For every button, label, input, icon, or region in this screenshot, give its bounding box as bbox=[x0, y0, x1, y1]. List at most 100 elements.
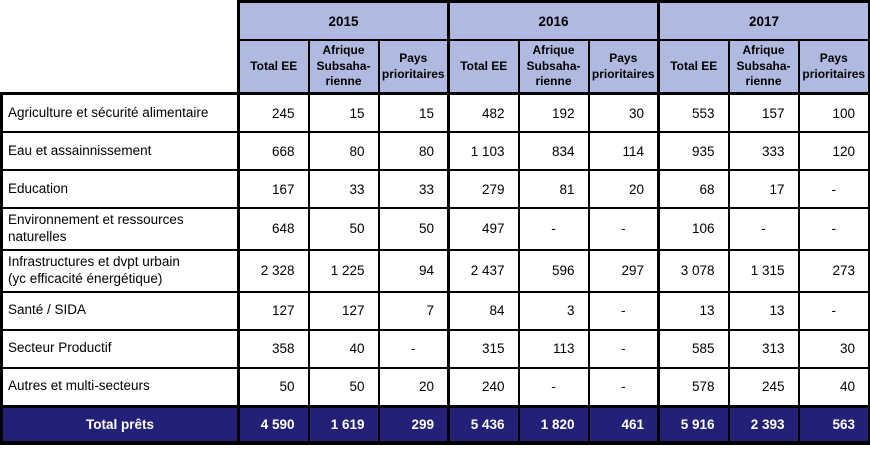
value-cell: 50 bbox=[307, 366, 380, 407]
table-row: Eau et assainnissement 668 80 80 1 103 834 114… bbox=[0, 131, 870, 171]
value-cell: 106 bbox=[657, 207, 730, 251]
table-row: Environnement et ressources naturelles 64… bbox=[0, 207, 870, 251]
value-cell: 3 078 bbox=[657, 248, 730, 293]
year-header-row: 2015 2016 2017 bbox=[1, 0, 870, 95]
value-cell: 33 bbox=[307, 169, 380, 209]
table-row: Santé / SIDA 127 127 7 84 3-13 13- bbox=[0, 290, 870, 331]
value-cell: 273 bbox=[797, 248, 870, 293]
value-cell: 13 bbox=[657, 290, 730, 331]
total-label: Total prêts bbox=[0, 404, 240, 445]
value-cell: - bbox=[797, 207, 870, 251]
sub-header-row: Total EE Afrique Subsaha-rienne Pays pri… bbox=[2, 39, 870, 95]
value-cell: 100 bbox=[797, 92, 870, 133]
column-header-afrique: Afrique Subsaha-rienne bbox=[307, 39, 380, 95]
value-cell: 834 bbox=[517, 131, 590, 171]
value-cell: 114 bbox=[587, 131, 660, 171]
value-cell: 33 bbox=[377, 169, 450, 209]
value-cell: - bbox=[797, 169, 870, 209]
column-header-pays: Pays prioritaires bbox=[797, 39, 870, 95]
total-value-cell: 1 820 bbox=[517, 404, 590, 445]
value-cell: 94 bbox=[377, 248, 450, 293]
loans-by-sector-table: 2015 2016 2017 Total EE Afrique Subsaha-… bbox=[0, 0, 870, 445]
value-cell: 120 bbox=[797, 131, 870, 171]
total-value-cell: 2 393 bbox=[727, 404, 800, 445]
value-cell: 1 103 bbox=[447, 131, 520, 171]
corner-cell bbox=[1, 1, 239, 95]
value-cell: 80 bbox=[307, 131, 380, 171]
total-value-cell: 5 916 bbox=[657, 404, 730, 445]
total-value-cell: 563 bbox=[797, 404, 870, 445]
value-cell: 1 225 bbox=[307, 248, 380, 293]
total-value-cell: 5 436 bbox=[447, 404, 520, 445]
value-cell: 553 bbox=[657, 92, 730, 133]
value-cell: 68 bbox=[657, 169, 730, 209]
value-cell: 596 bbox=[517, 248, 590, 293]
value-cell: 279 bbox=[447, 169, 520, 209]
value-cell: 81 bbox=[517, 169, 590, 209]
value-cell: 240 bbox=[447, 366, 520, 407]
year-header-2016: 2016 bbox=[447, 0, 660, 41]
row-label: Environnement et ressources naturelles bbox=[0, 207, 240, 251]
table-header: 2015 2016 2017 Total EE Afrique Subsaha-… bbox=[1, 0, 870, 95]
value-cell: 935 bbox=[657, 131, 730, 171]
value-cell: 20 bbox=[377, 366, 450, 407]
value-cell: 2 328 bbox=[237, 248, 310, 293]
value-cell: 1 315 bbox=[727, 248, 800, 293]
value-cell: - bbox=[517, 207, 590, 251]
value-cell: - bbox=[517, 366, 590, 407]
row-label: Secteur Productif bbox=[0, 328, 240, 369]
value-cell: 192 bbox=[517, 92, 590, 133]
value-cell: 668 bbox=[237, 131, 310, 171]
value-cell: 585 bbox=[657, 328, 730, 369]
value-cell: 167 bbox=[237, 169, 310, 209]
column-header-total-ee: Total EE bbox=[657, 39, 730, 95]
value-cell: 30 bbox=[797, 328, 870, 369]
value-cell: 127 bbox=[307, 290, 380, 331]
value-cell: - bbox=[377, 328, 450, 369]
value-cell: 245 bbox=[237, 92, 310, 133]
column-header-afrique: Afrique Subsaha-rienne bbox=[517, 39, 590, 95]
total-value-cell: 1 619 bbox=[307, 404, 380, 445]
table-body: Agriculture et sécurité alimentaire 245 15… bbox=[0, 92, 870, 407]
value-cell: 315 bbox=[447, 328, 520, 369]
value-cell: 7 bbox=[377, 290, 450, 331]
year-header-2015: 2015 bbox=[237, 0, 450, 41]
value-cell: - bbox=[587, 366, 660, 407]
value-cell: 15 bbox=[307, 92, 380, 133]
table-row: Autres et multi-secteurs 50 50 20 240- -578 24… bbox=[0, 366, 870, 407]
value-cell: 20 bbox=[587, 169, 660, 209]
total-value-cell: 4 590 bbox=[237, 404, 310, 445]
table-row: Education 167 33 33 279 81 20 68 17- bbox=[0, 169, 870, 209]
row-label: Eau et assainnissement bbox=[0, 131, 240, 171]
value-cell: 50 bbox=[377, 207, 450, 251]
row-label: Education bbox=[0, 169, 240, 209]
column-header-pays: Pays prioritaires bbox=[377, 39, 450, 95]
table-row: Agriculture et sécurité alimentaire 245 15… bbox=[0, 92, 870, 133]
total-value-cell: 299 bbox=[377, 404, 450, 445]
column-header-afrique: Afrique Subsaha-rienne bbox=[727, 39, 800, 95]
value-cell: 3 bbox=[517, 290, 590, 331]
value-cell: - bbox=[727, 207, 800, 251]
table-row: Secteur Productif 358 40-315 113-585 313 30 bbox=[0, 328, 870, 369]
value-cell: 245 bbox=[727, 366, 800, 407]
value-cell: 50 bbox=[307, 207, 380, 251]
column-header-pays: Pays prioritaires bbox=[587, 39, 660, 95]
value-cell: 50 bbox=[237, 366, 310, 407]
value-cell: - bbox=[587, 207, 660, 251]
table-row: Infrastructures et dvpt urbain (yc effic… bbox=[0, 248, 870, 293]
value-cell: 358 bbox=[237, 328, 310, 369]
column-header-total-ee: Total EE bbox=[447, 39, 520, 95]
row-label: Infrastructures et dvpt urbain (yc effic… bbox=[0, 248, 240, 293]
total-row: Total prêts 4 590 1 619 299 5 436 1 820 … bbox=[0, 404, 870, 445]
value-cell: 333 bbox=[727, 131, 800, 171]
total-value-cell: 461 bbox=[587, 404, 660, 445]
value-cell: - bbox=[587, 290, 660, 331]
row-label: Autres et multi-secteurs bbox=[0, 366, 240, 407]
value-cell: 482 bbox=[447, 92, 520, 133]
row-label: Santé / SIDA bbox=[0, 290, 240, 331]
value-cell: 30 bbox=[587, 92, 660, 133]
value-cell: 40 bbox=[307, 328, 380, 369]
value-cell: 648 bbox=[237, 207, 310, 251]
column-header-total-ee: Total EE bbox=[237, 39, 310, 95]
row-label: Agriculture et sécurité alimentaire bbox=[0, 92, 240, 133]
